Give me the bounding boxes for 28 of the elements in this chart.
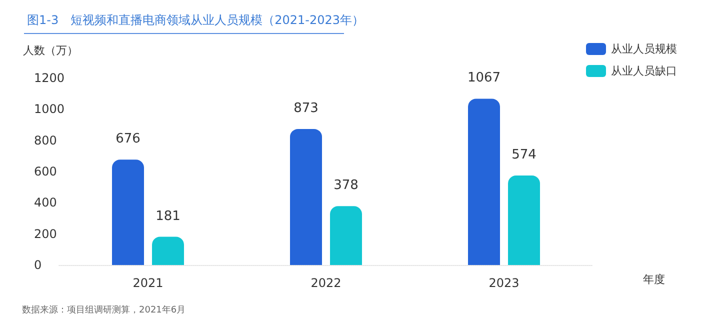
bar (152, 236, 184, 265)
bar (468, 98, 500, 265)
data-label: 676 (116, 132, 140, 147)
data-label: 873 (294, 100, 318, 116)
data-label: 181 (156, 208, 180, 224)
x-tick-label: 2022 (310, 276, 342, 290)
data-label: 574 (512, 148, 536, 163)
x-axis-title: 年度 (643, 273, 665, 286)
legend-label: 从业人员缺口 (611, 64, 677, 78)
y-tick-label: 1000 (34, 102, 65, 116)
y-tick-label: 400 (34, 196, 57, 210)
y-tick-label: 800 (34, 133, 57, 148)
x-tick-label: 2021 (132, 276, 164, 290)
y-tick-label: 600 (34, 164, 57, 178)
bar (330, 206, 362, 265)
bar (112, 160, 144, 265)
y-axis-title: 人数（万） (23, 44, 78, 57)
y-tick-label: 1200 (34, 71, 65, 85)
chart-title: 图1-3 短视频和直播电商领域从业人员规模（2021-2023年） (27, 13, 364, 27)
bar (508, 176, 540, 265)
data-label: 1067 (467, 70, 501, 86)
y-tick-label: 200 (34, 226, 57, 241)
x-tick-label: 2023 (488, 276, 520, 290)
legend-label: 从业人员规模 (611, 42, 677, 56)
y-tick-label: 0 (34, 258, 42, 272)
data-label: 378 (334, 178, 358, 194)
bar (290, 128, 322, 265)
source-note: 数据来源：项目组调研测算，2021年6月 (22, 304, 186, 316)
